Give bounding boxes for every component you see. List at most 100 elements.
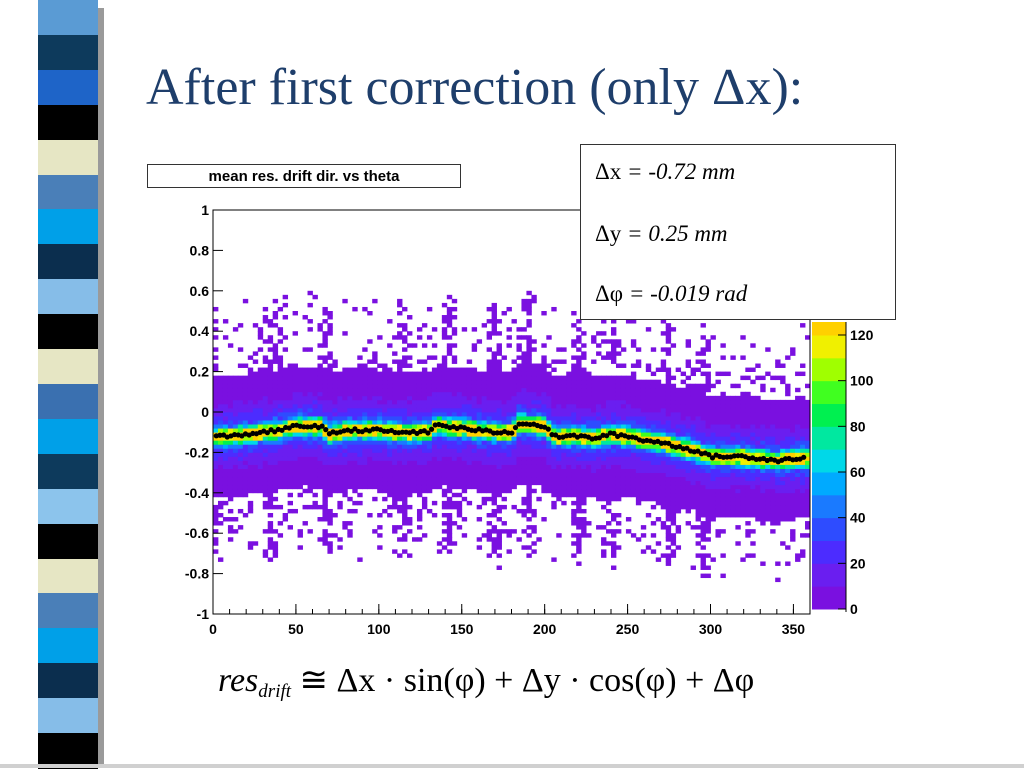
heatmap-cell bbox=[312, 294, 318, 300]
heatmap-cell bbox=[237, 399, 244, 405]
heatmap-cell bbox=[397, 412, 403, 417]
heatmap-cell bbox=[292, 428, 298, 433]
heatmap-cell bbox=[222, 476, 229, 482]
heatmap-cell bbox=[486, 306, 492, 312]
heatmap-cell bbox=[670, 517, 677, 522]
heatmap-cell bbox=[247, 387, 254, 393]
heatmap-cell bbox=[770, 436, 776, 441]
heatmap-cell bbox=[476, 452, 483, 457]
heatmap-cell bbox=[397, 416, 403, 421]
heatmap-cell bbox=[312, 367, 318, 372]
heatmap-cell bbox=[785, 428, 791, 433]
heatmap-cell bbox=[760, 440, 766, 445]
heatmap-cell bbox=[531, 472, 537, 478]
heatmap-cell bbox=[237, 444, 244, 449]
heatmap-cell bbox=[247, 399, 254, 405]
heatmap-cell bbox=[591, 484, 597, 490]
heatmap-cell bbox=[586, 448, 592, 453]
drift-formula: resdrift ≅ Δx · sin(φ) + Δy · cos(φ) + Δ… bbox=[218, 660, 754, 703]
heatmap-cell bbox=[740, 448, 746, 453]
heatmap-cell bbox=[630, 420, 637, 425]
heatmap-cell bbox=[795, 371, 801, 377]
heatmap-cell bbox=[392, 444, 398, 449]
x-tick-label: 150 bbox=[450, 621, 474, 637]
heatmap-cell bbox=[541, 420, 547, 425]
heatmap-cell bbox=[277, 521, 284, 526]
heatmap-cell bbox=[421, 359, 428, 364]
heatmap-cell bbox=[436, 375, 443, 381]
heatmap-cell bbox=[760, 444, 766, 449]
heatmap-cell bbox=[491, 480, 497, 486]
heatmap-cell bbox=[277, 371, 284, 377]
heatmap-cell bbox=[690, 476, 696, 482]
heatmap-cell bbox=[700, 492, 706, 498]
heatmap-cell bbox=[730, 513, 736, 518]
heatmap-cell bbox=[735, 480, 741, 486]
heatmap-cell bbox=[710, 500, 716, 506]
heatmap-cell bbox=[680, 476, 687, 482]
heatmap-cell bbox=[421, 371, 428, 377]
heatmap-cell bbox=[282, 436, 289, 441]
heatmap-cell bbox=[307, 387, 313, 393]
heatmap-cell bbox=[307, 367, 313, 372]
heatmap-cell bbox=[332, 383, 338, 389]
heatmap-cell bbox=[690, 407, 696, 413]
heatmap-cell bbox=[431, 440, 438, 445]
heatmap-cell bbox=[397, 331, 403, 336]
heatmap-cell bbox=[546, 395, 552, 401]
heatmap-cell bbox=[367, 444, 373, 449]
heatmap-cell bbox=[431, 472, 438, 478]
heatmap-cell bbox=[456, 436, 463, 441]
heatmap-cell bbox=[267, 436, 274, 441]
heatmap-cell bbox=[556, 444, 562, 449]
heatmap-cell bbox=[257, 379, 264, 385]
mean-point bbox=[264, 430, 270, 436]
heatmap-cell bbox=[347, 533, 353, 538]
heatmap-cell bbox=[327, 452, 333, 457]
heatmap-cell bbox=[441, 432, 448, 437]
heatmap-cell bbox=[645, 399, 652, 405]
heatmap-cell bbox=[805, 444, 811, 449]
heatmap-cell bbox=[213, 456, 219, 461]
heatmap-cell bbox=[790, 351, 796, 356]
heatmap-cell bbox=[650, 488, 657, 494]
heatmap-cell bbox=[402, 375, 408, 381]
heatmap-cell bbox=[546, 391, 552, 397]
heatmap-cell bbox=[247, 424, 254, 429]
heatmap-cell bbox=[730, 428, 736, 433]
heatmap-cell bbox=[237, 416, 244, 421]
heatmap-cell bbox=[227, 496, 234, 502]
heatmap-cell bbox=[730, 436, 736, 441]
heatmap-cell bbox=[272, 541, 279, 546]
heatmap-cell bbox=[352, 472, 358, 478]
heatmap-cell bbox=[516, 440, 522, 445]
heatmap-cell bbox=[466, 480, 473, 486]
heatmap-cell bbox=[426, 387, 433, 393]
heatmap-cell bbox=[715, 504, 721, 510]
heatmap-cell bbox=[780, 444, 786, 449]
heatmap-cell bbox=[362, 464, 368, 469]
heatmap-cell bbox=[571, 395, 577, 401]
heatmap-cell bbox=[282, 476, 289, 482]
heatmap-cell bbox=[402, 383, 408, 389]
heatmap-cell bbox=[615, 395, 622, 401]
heatmap-cell bbox=[531, 387, 537, 393]
heatmap-cell bbox=[581, 468, 587, 473]
heatmap-cell bbox=[620, 412, 627, 417]
heatmap-cell bbox=[436, 363, 443, 368]
heatmap-cell bbox=[755, 484, 761, 490]
heatmap-cell bbox=[332, 488, 338, 494]
heatmap-cell bbox=[740, 375, 746, 381]
heatmap-cell bbox=[213, 517, 219, 522]
heatmap-cell bbox=[720, 476, 726, 482]
heatmap-cell bbox=[700, 508, 706, 514]
heatmap-cell bbox=[630, 412, 637, 417]
heatmap-cell bbox=[516, 432, 522, 437]
heatmap-cell bbox=[407, 403, 413, 409]
heatmap-cell bbox=[700, 383, 706, 389]
heatmap-cell bbox=[402, 517, 408, 522]
heatmap-cell bbox=[506, 456, 512, 461]
heatmap-cell bbox=[407, 407, 413, 413]
heatmap-cell bbox=[690, 464, 696, 469]
mean-point bbox=[545, 426, 551, 432]
